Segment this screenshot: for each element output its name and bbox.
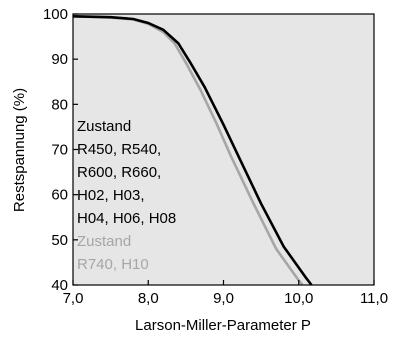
ticks-layer: 7,0 8,0 9,0 10,0 11,0 40 50 60 70 80 90 100 (43, 6, 388, 307)
y-tick-label: 50 (51, 232, 68, 249)
y-tick-label: 70 (51, 142, 68, 159)
x-tick-label: 7,0 (63, 290, 84, 307)
y-tick-label: 60 (51, 187, 68, 204)
annotation-1-line-1: Zustand (77, 118, 131, 135)
y-tick-label: 40 (51, 277, 68, 294)
series-line-2 (72, 15, 313, 286)
x-tick-label: 9,0 (213, 290, 234, 307)
series-layer (72, 15, 313, 286)
x-tick-label: 11,0 (360, 290, 388, 307)
y-tick-label: 80 (51, 96, 68, 113)
annotation-2-line-2: R740, H10 (77, 256, 149, 273)
x-axis-label: Larson-Miller-Parameter P (135, 317, 311, 334)
annotation-layer: Zustand R450, R540, R600, R660, H02, H03, H0… (77, 118, 176, 273)
annotation-1-line-4: H02, H03, (77, 187, 145, 204)
y-tick-label: 100 (43, 6, 68, 23)
x-tick-label: 10,0 (284, 290, 313, 307)
annotation-2-line-1: Zustand (77, 233, 131, 250)
annotation-1-line-2: R450, R540, (77, 141, 161, 158)
annotation-1-line-5: H04, H06, H08 (77, 210, 176, 227)
x-tick-label: 8,0 (138, 290, 159, 307)
annotation-1-line-3: R600, R660, (77, 164, 161, 181)
plot-background (73, 14, 374, 285)
y-axis-label: Restspannung (%) (11, 88, 28, 212)
y-tick-label: 90 (51, 51, 68, 68)
